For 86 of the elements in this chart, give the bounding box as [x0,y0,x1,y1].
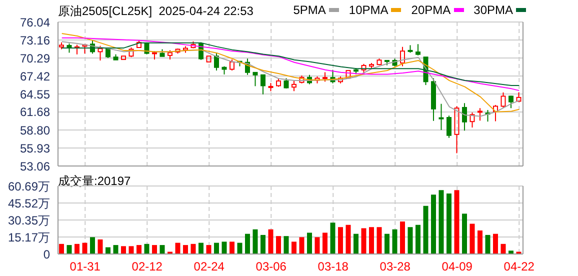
bar [462,214,467,254]
y-tick-label: 45.52万 [8,196,50,210]
y-tick-label: 76.04 [20,15,50,30]
y-tick-label: 61.68 [20,105,50,120]
y-tick-label: 15.17万 [8,230,50,244]
x-tick-label: 03-18 [318,260,349,274]
bar [292,242,296,254]
bar [369,227,374,254]
x-tick-label: 01-31 [70,260,101,274]
bar [438,190,444,254]
bar [423,206,428,254]
y-tick-label: 30.35万 [8,213,50,228]
bar [400,222,405,254]
bar [330,222,336,254]
y-tick-label: 53.06 [20,159,50,174]
y-tick-label: 60.69万 [8,179,50,194]
bar [322,232,328,254]
bar [252,229,258,254]
x-tick-label: 04-22 [504,260,535,274]
legend-label: 20PMA [411,3,451,17]
y-tick-label: 67.42 [20,69,50,84]
bar [152,245,157,254]
y-tick-label: 64.55 [20,87,50,102]
bar [307,232,312,254]
bar [222,242,227,254]
y-tick-label: 73.16 [20,33,50,48]
legend-label: 30PMA [474,3,513,17]
x-tick-label: 03-06 [256,260,287,274]
bar [454,190,460,254]
bar [214,242,219,254]
legend-label: 10PMA [348,3,388,17]
bar [175,242,180,254]
y-tick-label: 55.93 [20,141,50,156]
bar [82,242,88,254]
bar [106,247,110,254]
bar [431,194,436,254]
bar [121,246,126,254]
bar [408,227,413,254]
x-tick-label: 02-24 [194,260,225,274]
bar [284,236,289,254]
bar [361,228,366,254]
bar [446,193,452,254]
bar [508,250,514,254]
y-tick-label: 0 [43,247,50,262]
bar [276,236,281,254]
bar [74,244,80,254]
bar [160,245,165,254]
bar [190,244,196,254]
legend-label: 5PMA [293,3,326,17]
bar [128,246,134,254]
bar [376,227,382,254]
bar [338,227,343,254]
chart-title: 原油2505[CL25K] 2025-04-24 22:53 [58,3,254,20]
x-tick-label: 02-12 [132,260,163,274]
bar [493,234,498,254]
bar [237,242,242,254]
bar [268,229,274,254]
bar [90,237,95,254]
bar [416,224,420,254]
bar [245,234,250,254]
bar [485,234,490,254]
bar [260,234,266,254]
bar [230,242,234,254]
bar [392,229,398,254]
x-tick-label: 04-09 [442,260,473,274]
bar [183,245,188,254]
candlestick [438,103,444,131]
bar [98,239,103,254]
bar [136,245,142,254]
bar [500,244,506,254]
bar [299,237,304,254]
bar [144,244,150,254]
x-tick-label: 03-28 [380,260,411,274]
y-tick-label: 70.29 [20,51,50,66]
bar [113,245,118,254]
bar [206,245,212,254]
bar [470,224,475,254]
bar [354,234,358,254]
bar [314,237,320,254]
y-tick-label: 58.80 [20,123,50,138]
bar [66,245,72,254]
bar [59,244,64,254]
bar [346,224,351,254]
bar [478,230,482,254]
bar [384,234,390,254]
bar [198,242,204,254]
